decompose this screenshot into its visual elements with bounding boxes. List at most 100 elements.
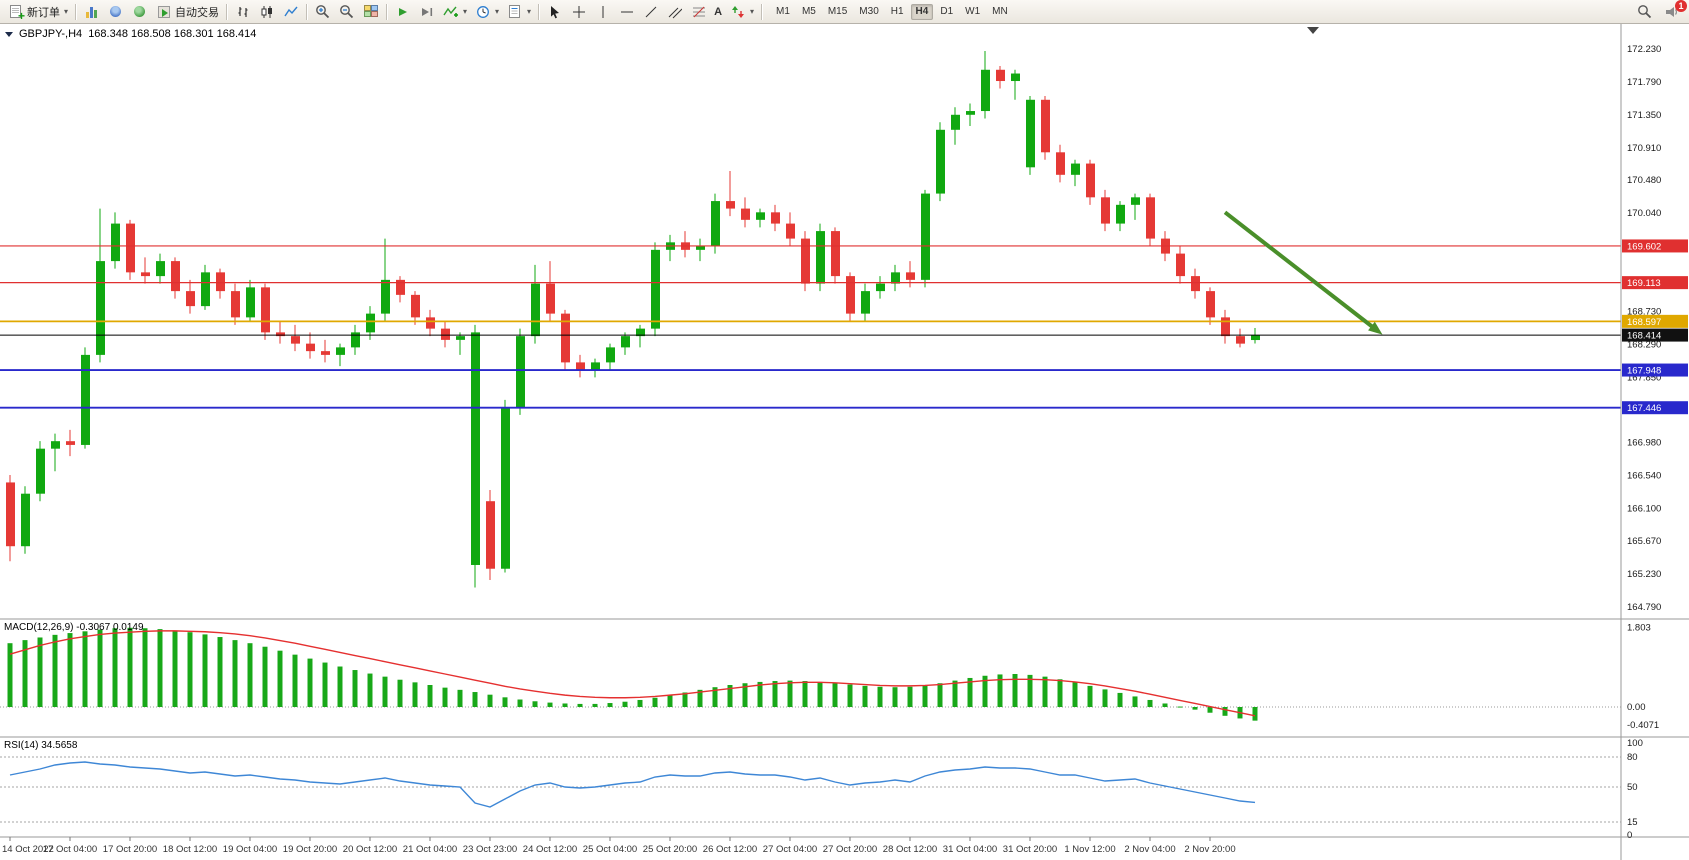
price-axis[interactable]: 172.230 171.790 171.350 170.910 170.480 170.0…: [1622, 44, 1688, 841]
candles-layer[interactable]: [6, 51, 1260, 588]
chart-shift-icon: [418, 4, 435, 20]
fibonacci-icon: [690, 4, 707, 20]
horizontal-line-tool-button[interactable]: [615, 2, 638, 22]
macd-label: MACD(12,26,9) -0.3067 0.0149: [4, 622, 144, 633]
auto-trading-icon: [155, 4, 172, 20]
line-chart-icon: [282, 4, 299, 20]
timeframe-M5[interactable]: M5: [801, 5, 816, 17]
arrows-tool-button[interactable]: ▾: [726, 2, 757, 22]
search-button[interactable]: [1633, 2, 1656, 22]
chevron-down-icon: ▾: [495, 6, 500, 16]
periods-button[interactable]: ▾: [471, 2, 502, 22]
separator: [538, 3, 540, 20]
channel-tool-button[interactable]: [663, 2, 686, 22]
text-tool-button[interactable]: A: [711, 2, 725, 22]
horizontal-lines-layer[interactable]: [0, 245, 1621, 409]
rsi-line: [9, 761, 1256, 808]
timeframe-M30[interactable]: M30: [859, 5, 879, 17]
svg-text:169.602: 169.602: [1627, 241, 1661, 252]
chart-shift-button[interactable]: [415, 2, 438, 22]
cursor-tool-button[interactable]: [543, 2, 566, 22]
svg-text:166.980: 166.980: [1627, 438, 1661, 449]
timeframe-M15[interactable]: M15: [827, 5, 848, 17]
separator: [386, 3, 388, 20]
svg-text:167.948: 167.948: [1627, 366, 1661, 377]
zoom-in-button[interactable]: [311, 2, 334, 22]
svg-text:168.290: 168.290: [1627, 339, 1661, 350]
svg-text:164.790: 164.790: [1627, 602, 1661, 613]
candlestick-icon: [258, 4, 275, 20]
auto-trading-label: 自动交易: [175, 6, 220, 19]
chevron-down-icon: ▾: [64, 6, 69, 16]
trendline-tool-button[interactable]: [639, 2, 662, 22]
text-icon: A: [714, 5, 723, 18]
symbol-period-label: GBPJPY-,H4: [19, 28, 83, 40]
bar-chart-icon: [83, 6, 100, 18]
profiles-button[interactable]: [104, 2, 127, 22]
chart-shift-marker[interactable]: [1307, 27, 1319, 34]
toolbar-right-group: 1: [1633, 0, 1687, 22]
auto-trading-button[interactable]: 自动交易: [152, 2, 222, 22]
timeframe-H1[interactable]: H1: [890, 5, 904, 17]
template-icon: [506, 4, 523, 20]
collapse-chart-icon[interactable]: [5, 31, 13, 37]
chevron-down-icon: ▾: [463, 6, 468, 16]
indicators-icon: [442, 4, 459, 20]
panel-separators: [0, 24, 1689, 860]
svg-text:1.803: 1.803: [1627, 623, 1651, 634]
svg-text:2 Nov 20:00: 2 Nov 20:00: [1184, 844, 1235, 855]
chevron-down-icon: ▾: [750, 6, 755, 16]
charts-button[interactable]: [80, 2, 103, 22]
trendline-icon: [642, 4, 659, 20]
svg-text:15: 15: [1627, 817, 1638, 828]
timeframe-D1[interactable]: D1: [940, 5, 954, 17]
macd-signal-line: [9, 630, 1256, 717]
fibonacci-tool-button[interactable]: [687, 2, 710, 22]
timeframe-M1[interactable]: M1: [776, 5, 790, 17]
line-chart-button[interactable]: [279, 2, 302, 22]
notification-badge: 1: [1675, 0, 1687, 12]
ohlc-bars-button[interactable]: [231, 2, 254, 22]
new-order-button[interactable]: 新订单 ▾: [4, 2, 71, 22]
cursor-icon: [546, 4, 563, 20]
zoom-out-button[interactable]: [335, 2, 358, 22]
chart-window: 172.230 171.790 171.350 170.910 170.480 170.0…: [0, 24, 1689, 860]
auto-scroll-button[interactable]: [391, 2, 414, 22]
svg-text:19 Oct 20:00: 19 Oct 20:00: [283, 844, 337, 855]
svg-text:-0.4071: -0.4071: [1627, 720, 1659, 731]
svg-text:0.00: 0.00: [1627, 702, 1646, 713]
svg-text:170.480: 170.480: [1627, 175, 1661, 186]
svg-text:26 Oct 12:00: 26 Oct 12:00: [703, 844, 757, 855]
equidistant-channel-icon: [666, 4, 683, 20]
toolbar: 新订单 ▾ 自动交易 ▾ ▾: [0, 0, 1689, 24]
svg-text:166.100: 166.100: [1627, 504, 1661, 515]
svg-text:18 Oct 12:00: 18 Oct 12:00: [163, 844, 217, 855]
svg-text:171.790: 171.790: [1627, 77, 1661, 88]
timeframe-W1[interactable]: W1: [965, 5, 981, 17]
timeframe-H4[interactable]: H4: [910, 3, 934, 20]
svg-text:169.113: 169.113: [1627, 278, 1661, 289]
separator: [306, 3, 308, 20]
svg-text:25 Oct 04:00: 25 Oct 04:00: [583, 844, 637, 855]
scripts-icon: [131, 4, 148, 20]
vertical-line-tool-button[interactable]: [591, 2, 614, 22]
crosshair-tool-button[interactable]: [567, 2, 590, 22]
candlesticks-button[interactable]: [255, 2, 278, 22]
alerts-button[interactable]: 1: [1660, 0, 1687, 22]
indicators-button[interactable]: ▾: [439, 2, 470, 22]
svg-text:168.414: 168.414: [1627, 331, 1661, 342]
timeframe-MN[interactable]: MN: [992, 5, 1008, 17]
tile-windows-icon: [362, 4, 379, 20]
templates-button[interactable]: ▾: [503, 2, 534, 22]
tile-windows-button[interactable]: [359, 2, 382, 22]
scripts-button[interactable]: [128, 2, 151, 22]
arrows-icon: [729, 4, 746, 20]
svg-text:80: 80: [1627, 752, 1638, 763]
svg-text:168.730: 168.730: [1627, 306, 1661, 317]
svg-text:171.350: 171.350: [1627, 110, 1661, 121]
search-icon: [1636, 4, 1653, 20]
svg-text:21 Oct 04:00: 21 Oct 04:00: [403, 844, 457, 855]
chart-canvas[interactable]: 172.230 171.790 171.350 170.910 170.480 170.0…: [0, 24, 1689, 860]
trend-arrow-annotation[interactable]: [1223, 210, 1383, 335]
